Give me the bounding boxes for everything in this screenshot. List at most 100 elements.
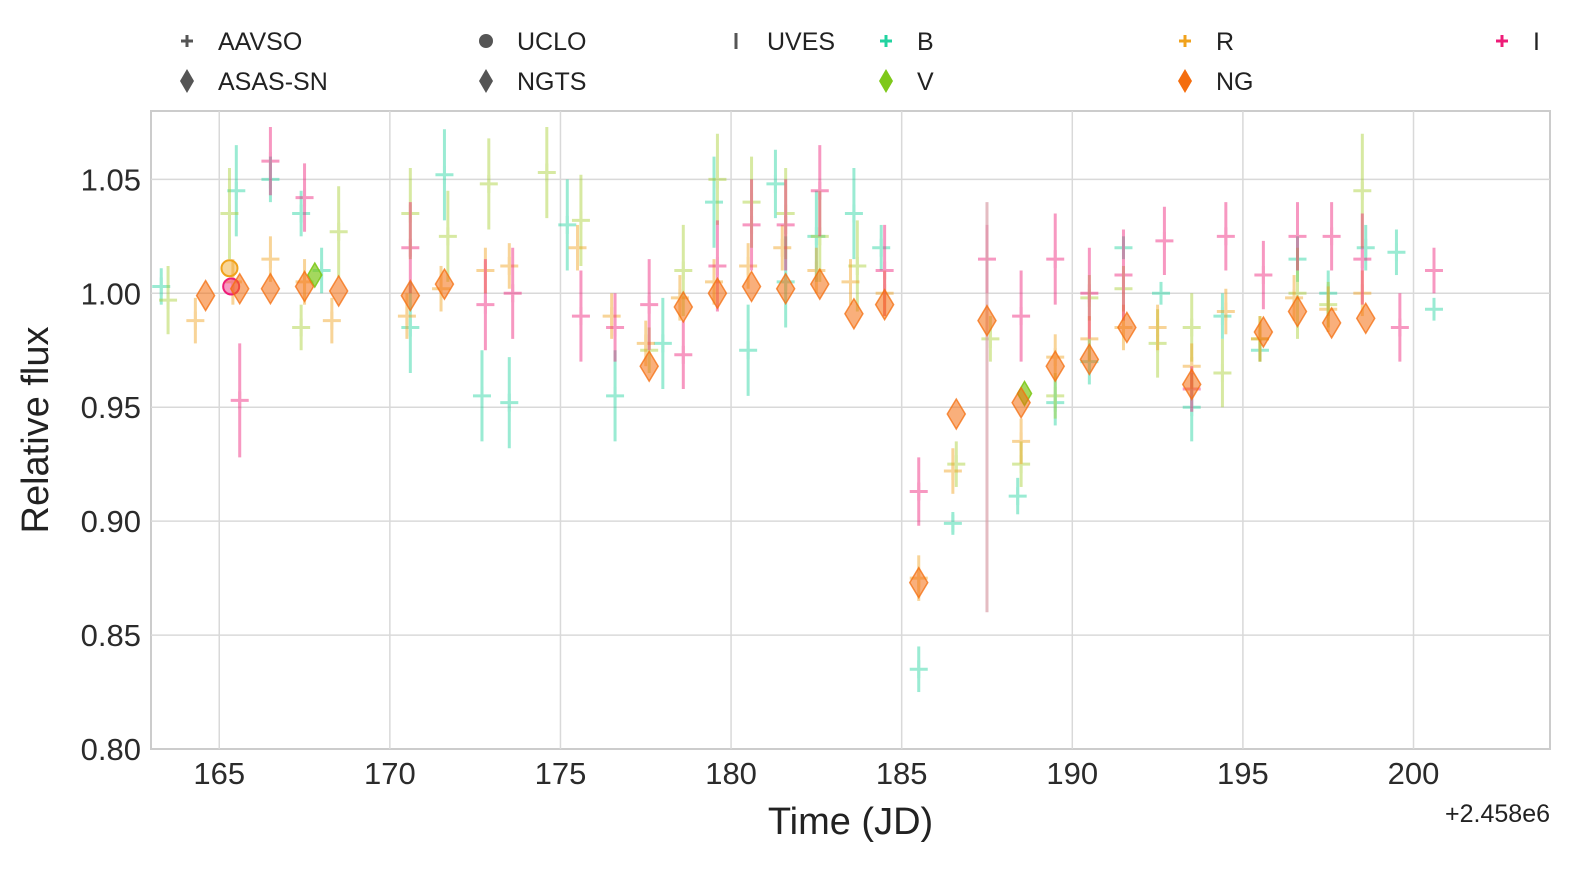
x-tick-label: 170	[364, 756, 416, 791]
data-point	[606, 293, 625, 362]
data-point	[844, 297, 864, 331]
data-point	[260, 272, 281, 306]
data-point	[261, 156, 280, 203]
data-point	[261, 126, 280, 196]
data-point	[1080, 275, 1099, 321]
legend-marker	[180, 69, 194, 93]
data-point	[500, 243, 519, 289]
legend-label: R	[1216, 28, 1234, 56]
legend-label: I	[1533, 28, 1540, 56]
data-point	[810, 190, 829, 282]
legend-marker	[479, 34, 493, 48]
data-point	[328, 274, 349, 308]
data-point	[220, 167, 239, 260]
y-tick-label: 1.00	[81, 276, 141, 311]
data-point	[479, 138, 498, 230]
data-point	[1390, 293, 1409, 362]
data-point	[295, 163, 314, 232]
data-point	[943, 512, 962, 535]
series-ngts-ng	[195, 267, 1376, 600]
y-tick-label: 0.95	[81, 390, 141, 425]
data-point	[1216, 288, 1235, 335]
data-point	[776, 167, 795, 260]
data-point	[810, 145, 829, 237]
data-point	[227, 145, 246, 237]
data-point	[1424, 247, 1443, 294]
data-point	[908, 566, 929, 600]
gridlines	[151, 111, 1550, 749]
data-point	[1012, 441, 1031, 487]
y-tick-label: 0.85	[81, 618, 141, 653]
data-point	[1080, 247, 1099, 339]
data-point	[874, 288, 895, 322]
data-point	[1355, 301, 1376, 335]
data-point	[306, 261, 323, 289]
data-point	[1216, 202, 1235, 271]
data-point	[400, 279, 421, 313]
data-point	[537, 126, 556, 219]
data-point	[195, 279, 216, 313]
data-point	[568, 224, 587, 271]
x-tick-label: 185	[876, 756, 928, 791]
data-point	[1321, 306, 1342, 340]
tick-labels: 165 170 175 180 185 190 195 200 0.80 0.85 0.90 0.95…	[81, 162, 1440, 791]
legend-item-uves: UVES	[734, 28, 835, 56]
data-point	[476, 259, 495, 351]
data-point	[766, 149, 785, 219]
data-point	[229, 272, 250, 306]
data-point	[807, 190, 826, 282]
data-point	[435, 129, 454, 221]
legend-label: ASAS-SN	[218, 68, 328, 96]
data-point	[294, 269, 315, 303]
x-tick-label: 165	[193, 756, 245, 791]
data-point	[1181, 367, 1202, 401]
data-point	[571, 174, 590, 266]
y-tick-label: 0.80	[81, 732, 141, 767]
data-point	[1148, 304, 1167, 351]
data-point	[1012, 418, 1031, 465]
legend-label: NGTS	[517, 68, 586, 96]
data-point	[1152, 281, 1171, 305]
data-point	[1287, 295, 1308, 328]
data-point	[943, 448, 962, 494]
data-point	[329, 186, 348, 278]
data-point	[292, 190, 311, 237]
x-tick-label: 200	[1388, 756, 1440, 791]
x-tick-label: 195	[1217, 756, 1269, 791]
data-point	[1253, 315, 1274, 349]
data-point	[186, 297, 205, 344]
data-point	[841, 259, 860, 305]
data-point	[640, 259, 659, 351]
data-point	[775, 272, 796, 306]
x-tick-label: 175	[535, 756, 587, 791]
data-point	[571, 270, 590, 362]
data-point	[639, 349, 660, 383]
legend-item-aavso: AAVSO	[181, 28, 302, 56]
data-point	[1079, 342, 1100, 376]
data-point	[159, 265, 178, 335]
legend-marker	[479, 69, 493, 93]
data-point	[809, 267, 830, 301]
data-point	[776, 179, 795, 271]
data-point	[1117, 311, 1137, 344]
data-point	[1387, 229, 1406, 276]
data-point	[1155, 206, 1174, 276]
plot-area	[150, 110, 1551, 750]
series-aavso-b	[152, 129, 1443, 693]
legend-item-ng: NG	[1178, 68, 1254, 96]
data-point	[230, 343, 249, 458]
legend-label: B	[917, 28, 934, 56]
data-point	[472, 350, 491, 442]
data-point	[1322, 202, 1341, 271]
data-point	[1213, 293, 1232, 339]
data-point	[739, 304, 758, 396]
x-tick-label: 190	[1046, 756, 1098, 791]
data-point	[322, 297, 341, 344]
data-point	[1356, 224, 1375, 271]
data-point	[500, 357, 519, 449]
data-point	[434, 267, 455, 301]
data-point	[741, 269, 762, 303]
data-point	[674, 320, 693, 389]
data-point	[742, 156, 761, 248]
data-point	[1046, 213, 1065, 305]
